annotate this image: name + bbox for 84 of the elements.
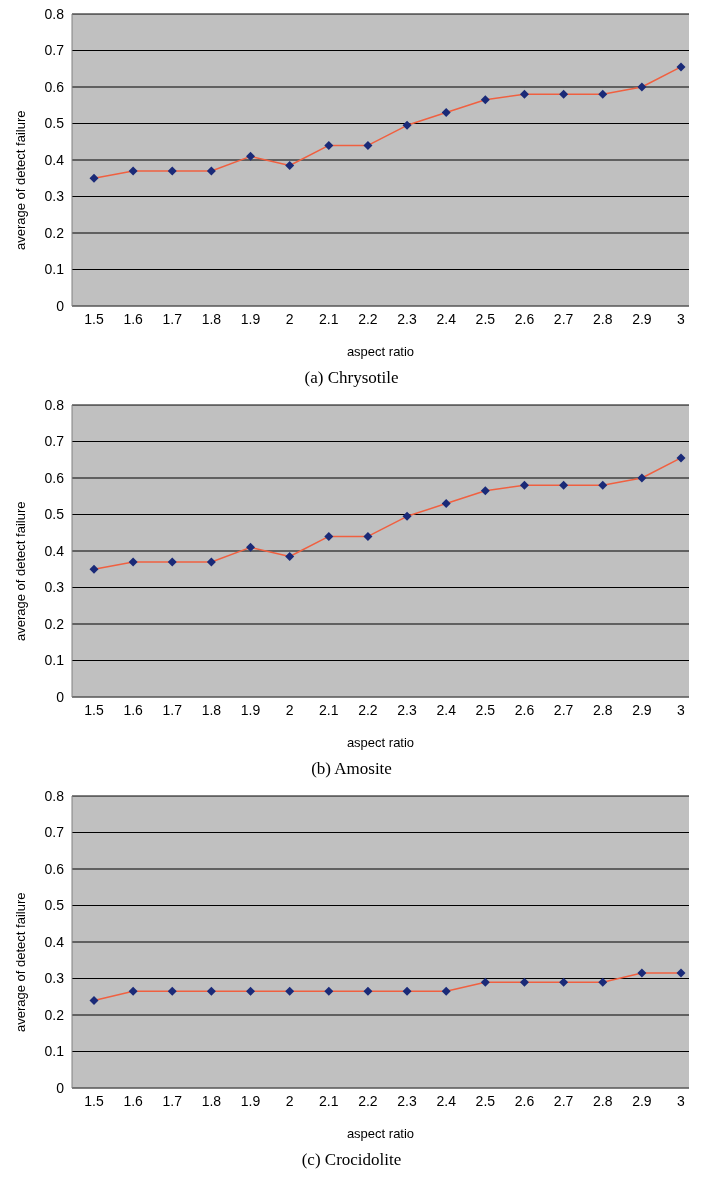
x-tick-label: 1.9: [240, 701, 261, 718]
x-tick-label: 1.5: [84, 701, 104, 718]
y-tick-label: 0.3: [44, 579, 65, 596]
x-tick-label: 1.7: [162, 310, 183, 327]
x-tick-label: 2.8: [593, 1092, 613, 1109]
x-tick-label: 1.8: [201, 1092, 222, 1109]
x-tick-label: 2.1: [319, 310, 339, 327]
x-tick-label: 3: [677, 1092, 686, 1109]
y-axis-title: average of detect failure: [12, 892, 28, 1032]
x-tick-label: 2.9: [632, 701, 652, 718]
y-tick-label: 0: [56, 688, 65, 705]
x-tick-label: 1.9: [240, 310, 261, 327]
x-tick-label: 2.4: [436, 1092, 457, 1109]
x-tick-label: 2: [285, 701, 294, 718]
x-tick-label: 2.1: [319, 701, 339, 718]
y-axis-title: average of detect failure: [12, 110, 28, 250]
y-tick-label: 0.7: [44, 433, 65, 450]
y-tick-label: 0.4: [44, 933, 65, 950]
y-tick-label: 0.6: [44, 78, 65, 95]
y-tick-label: 0: [56, 297, 65, 314]
text: (c) Crocidolite: [300, 1150, 403, 1170]
y-tick-label: 0: [56, 1079, 65, 1096]
x-tick-label: 2.4: [436, 310, 457, 327]
x-tick-label: 1.7: [162, 701, 183, 718]
x-tick-label: 2.6: [514, 701, 535, 718]
x-tick-label: 2.1: [319, 1092, 339, 1109]
y-tick-label: 0.7: [44, 42, 65, 59]
y-tick-label: 0.4: [44, 542, 65, 559]
x-tick-label: 1.6: [123, 310, 144, 327]
x-axis-title: aspect ratio: [346, 1126, 415, 1141]
y-tick-label: 0.4: [44, 151, 65, 168]
x-tick-label: 1.5: [84, 310, 104, 327]
y-tick-label: 0.1: [44, 652, 65, 669]
x-tick-label: 1.9: [240, 1092, 261, 1109]
x-tick-label: 2.8: [593, 701, 613, 718]
y-tick-label: 0.8: [44, 787, 65, 804]
x-tick-label: 2.8: [593, 310, 613, 327]
y-tick-label: 0.3: [44, 970, 65, 987]
x-tick-label: 2.3: [397, 310, 418, 327]
x-tick-label: 2.2: [358, 310, 378, 327]
y-tick-label: 0.2: [44, 615, 65, 632]
x-tick-label: 1.6: [123, 1092, 144, 1109]
x-tick-label: 1.5: [84, 1092, 104, 1109]
text: (b) Amosite: [310, 759, 393, 779]
y-tick-label: 0.8: [44, 5, 65, 22]
y-tick-label: 0.5: [44, 506, 65, 523]
x-tick-label: 2.7: [553, 1092, 574, 1109]
x-tick-label: 2.5: [475, 701, 496, 718]
text: (a) Chrysotile: [303, 368, 400, 388]
x-tick-label: 2.9: [632, 310, 652, 327]
x-tick-label: 2.5: [475, 310, 496, 327]
x-tick-label: 1.6: [123, 701, 144, 718]
y-tick-label: 0.8: [44, 396, 65, 413]
x-tick-label: 1.8: [201, 701, 222, 718]
x-tick-label: 2: [285, 310, 294, 327]
x-axis-title: aspect ratio: [346, 344, 415, 359]
y-tick-label: 0.7: [44, 824, 65, 841]
x-tick-label: 3: [677, 701, 686, 718]
x-tick-label: 2: [285, 1092, 294, 1109]
y-tick-label: 0.1: [44, 1043, 65, 1060]
y-tick-label: 0.2: [44, 224, 65, 241]
x-tick-label: 2.6: [514, 310, 535, 327]
y-tick-label: 0.3: [44, 188, 65, 205]
x-tick-label: 2.2: [358, 701, 378, 718]
x-tick-label: 2.2: [358, 1092, 378, 1109]
x-tick-label: 2.4: [436, 701, 457, 718]
x-tick-label: 2.3: [397, 701, 418, 718]
x-tick-label: 3: [677, 310, 686, 327]
x-tick-label: 1.8: [201, 310, 222, 327]
y-axis-title: average of detect failure: [12, 501, 28, 641]
x-tick-label: 2.7: [553, 310, 574, 327]
y-tick-label: 0.6: [44, 860, 65, 877]
x-tick-label: 2.9: [632, 1092, 652, 1109]
y-tick-label: 0.6: [44, 469, 65, 486]
x-tick-label: 1.7: [162, 1092, 183, 1109]
x-tick-label: 2.3: [397, 1092, 418, 1109]
x-tick-label: 2.5: [475, 1092, 496, 1109]
x-axis-title: aspect ratio: [346, 735, 415, 750]
x-tick-label: 2.6: [514, 1092, 535, 1109]
y-tick-label: 0.2: [44, 1006, 65, 1023]
y-tick-label: 0.5: [44, 897, 65, 914]
y-tick-label: 0.1: [44, 261, 65, 278]
x-tick-label: 2.7: [553, 701, 574, 718]
y-tick-label: 0.5: [44, 115, 65, 132]
